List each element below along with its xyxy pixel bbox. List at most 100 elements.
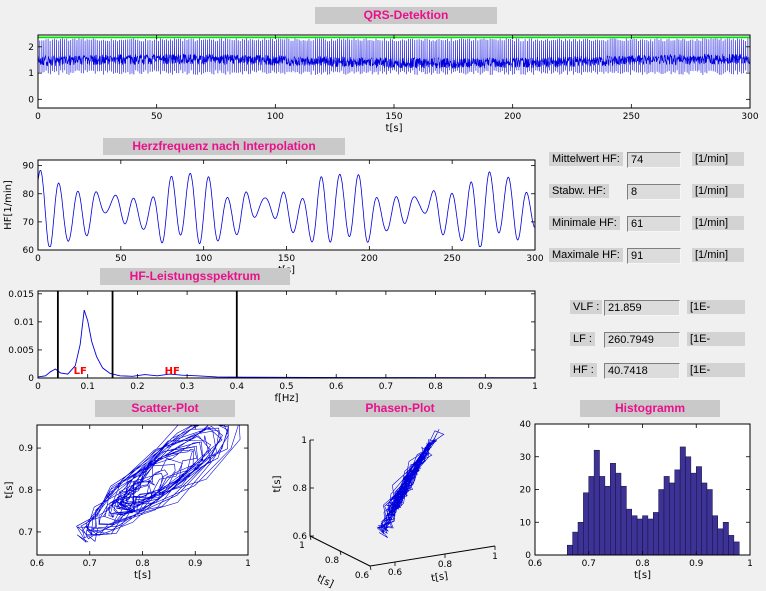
qrs-plot: 0 50 100 150 200 250 300 0 1 2 t[s]	[28, 34, 759, 134]
svg-text:1: 1	[532, 382, 538, 392]
svg-text:0.9: 0.9	[188, 559, 203, 569]
svg-text:300: 300	[741, 112, 758, 122]
svg-text:0: 0	[28, 374, 34, 384]
stat-row-mittelwert: Mittelwert HF: 74 [1/min]	[0, 152, 766, 170]
power-spectrum-plot: LF HF 0 0.1 0.2 0.3 0.4 0.5 0.6 0.7 0.8 0.9 1 0 0.005 0…	[8, 290, 538, 404]
vlf-unit: [1E-	[687, 300, 745, 314]
mittelwert-hf-unit: [1/min]	[692, 152, 744, 166]
svg-text:0.8: 0.8	[19, 486, 34, 496]
power-row-lf: LF : 260.7949 [1E-	[0, 332, 766, 350]
svg-text:t[s]: t[s]	[315, 573, 335, 590]
svg-text:0: 0	[35, 112, 41, 122]
svg-text:60: 60	[23, 246, 35, 256]
heart-rate-plot: 05010015020025030060708090t[s]HF[1/min]	[3, 159, 544, 276]
scatter-panel-title: Scatter-Plot	[95, 400, 235, 417]
svg-text:0.5: 0.5	[279, 382, 293, 392]
svg-text:0.4: 0.4	[230, 382, 245, 392]
hf-label: HF :	[570, 363, 597, 377]
svg-text:HF: HF	[165, 366, 180, 377]
svg-text:0.9: 0.9	[478, 382, 493, 392]
svg-text:150: 150	[385, 112, 402, 122]
qrs-panel-title: QRS-Detektion	[315, 7, 497, 24]
lf-unit: [1E-	[687, 332, 745, 346]
svg-text:0.9: 0.9	[19, 444, 34, 454]
stabw-hf-unit: [1/min]	[692, 184, 744, 198]
minimale-hf-field[interactable]: 61	[627, 216, 681, 232]
power-row-vlf: VLF : 21.859 [1E-	[0, 300, 766, 318]
svg-text:0.8: 0.8	[325, 556, 340, 566]
svg-text:0.7: 0.7	[83, 559, 97, 569]
svg-text:250: 250	[623, 112, 640, 122]
svg-text:0.8: 0.8	[293, 484, 308, 494]
maximale-hf-unit: [1/min]	[692, 248, 744, 262]
svg-text:90: 90	[23, 162, 35, 172]
stat-row-stabw: Stabw. HF: 8 [1/min]	[0, 184, 766, 202]
vlf-field[interactable]: 21.859	[604, 300, 680, 316]
svg-text:2: 2	[28, 43, 34, 53]
maximale-hf-label: Maximale HF:	[549, 248, 623, 262]
svg-text:0.6: 0.6	[355, 571, 370, 581]
svg-text:80: 80	[23, 190, 35, 200]
svg-text:0.6: 0.6	[388, 568, 403, 578]
stat-row-maximale: Maximale HF: 91 [1/min]	[0, 248, 766, 266]
svg-text:t[s]: t[s]	[386, 123, 403, 134]
lf-label: LF :	[570, 332, 595, 346]
svg-text:50: 50	[151, 112, 163, 122]
svg-text:0.7: 0.7	[582, 559, 596, 569]
svg-text:0.9: 0.9	[689, 559, 704, 569]
svg-text:0.7: 0.7	[379, 382, 393, 392]
maximale-hf-field[interactable]: 91	[627, 248, 681, 264]
power-row-hf: HF : 40.7418 [1E-	[0, 363, 766, 381]
histogram-panel-title: Histogramm	[580, 400, 720, 417]
svg-text:0.6: 0.6	[329, 382, 344, 392]
hf-unit: [1E-	[687, 363, 745, 377]
phase-plot-3d: 0.60.810.60.810.60.81t[s] t[s]t[s]	[272, 429, 498, 590]
svg-text:0.01: 0.01	[14, 318, 34, 328]
svg-text:0.015: 0.015	[8, 290, 34, 300]
svg-text:40: 40	[520, 420, 532, 430]
svg-text:LF: LF	[74, 366, 87, 377]
phase-panel-title: Phasen-Plot	[330, 400, 470, 417]
stabw-hf-field[interactable]: 8	[627, 184, 681, 200]
svg-text:f[Hz]: f[Hz]	[274, 393, 298, 404]
svg-text:0.6: 0.6	[30, 559, 45, 569]
svg-text:20: 20	[520, 486, 532, 496]
lf-field[interactable]: 260.7949	[604, 332, 680, 348]
stabw-hf-label: Stabw. HF:	[549, 184, 609, 198]
svg-text:200: 200	[504, 112, 521, 122]
svg-text:0.3: 0.3	[180, 382, 194, 392]
svg-text:0: 0	[28, 95, 34, 105]
svg-text:10: 10	[520, 518, 532, 528]
svg-text:0.005: 0.005	[8, 346, 34, 356]
svg-text:70: 70	[23, 218, 35, 228]
minimale-hf-label: Minimale HF:	[549, 216, 620, 230]
svg-text:1: 1	[245, 559, 251, 569]
svg-text:t[s]: t[s]	[134, 570, 151, 581]
minimale-hf-unit: [1/min]	[692, 216, 744, 230]
svg-text:150: 150	[278, 254, 295, 264]
svg-text:0.1: 0.1	[81, 382, 95, 392]
svg-text:0.6: 0.6	[528, 559, 543, 569]
svg-text:1: 1	[301, 436, 307, 446]
svg-text:0.2: 0.2	[130, 382, 144, 392]
svg-text:t[s]: t[s]	[634, 570, 651, 581]
hf-field[interactable]: 40.7418	[604, 363, 680, 379]
spectrum-panel-title: HF-Leistungsspektrum	[100, 268, 290, 285]
svg-text:0.8: 0.8	[635, 559, 650, 569]
svg-text:1: 1	[299, 541, 305, 551]
svg-text:1: 1	[747, 559, 753, 569]
mittelwert-hf-label: Mittelwert HF:	[549, 152, 623, 166]
svg-text:0.8: 0.8	[438, 560, 453, 570]
svg-text:50: 50	[115, 254, 127, 264]
svg-text:0: 0	[525, 551, 531, 561]
svg-text:0.8: 0.8	[428, 382, 443, 392]
svg-text:300: 300	[526, 254, 543, 264]
svg-text:0.8: 0.8	[135, 559, 150, 569]
svg-text:0.7: 0.7	[19, 528, 33, 538]
mittelwert-hf-field[interactable]: 74	[627, 152, 681, 168]
scatter-plot: 0.6 0.7 0.8 0.9 1 0.7 0.8 0.9 t[s] t[s]	[4, 424, 251, 581]
svg-text:250: 250	[444, 254, 461, 264]
heart-rate-panel-title: Herzfrequenz nach Interpolation	[103, 138, 345, 155]
